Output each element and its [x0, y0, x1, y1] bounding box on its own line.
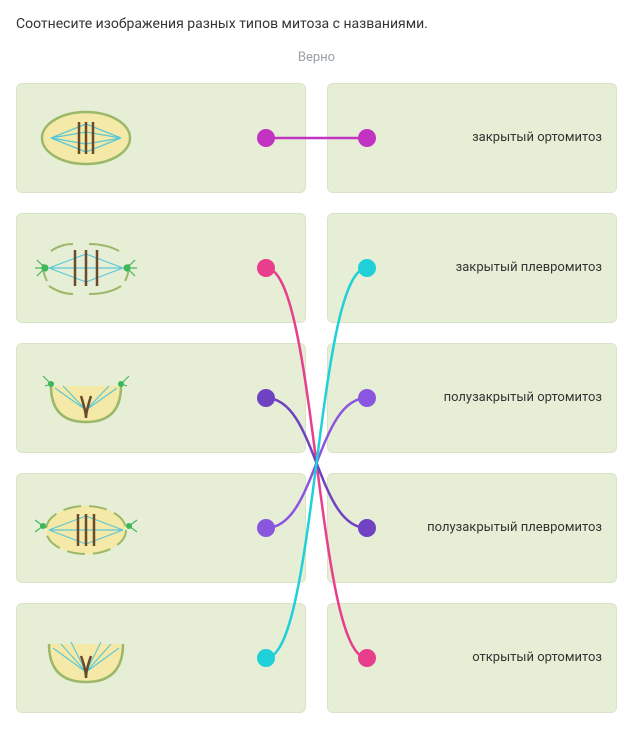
label-card-0[interactable]: закрытый ортомитоз	[327, 83, 617, 193]
cell-illustration	[31, 96, 141, 181]
label-card-3[interactable]: полузакрытый плевромитоз	[327, 473, 617, 583]
cell-illustration	[31, 486, 141, 571]
cell-illustration	[31, 226, 141, 311]
mitosis-type-label: закрытый ортомитоз	[472, 130, 602, 147]
question-prompt: Соотнесите изображения разных типов мито…	[16, 16, 617, 32]
mitosis-type-label: открытый ортомитоз	[472, 650, 602, 667]
result-status: Верно	[16, 50, 617, 65]
mitosis-img-1[interactable]	[16, 83, 306, 193]
connection-line	[266, 268, 367, 658]
mitosis-img-2[interactable]	[16, 213, 306, 323]
cell-illustration	[31, 616, 141, 701]
label-card-2[interactable]: полузакрытый ортомитоз	[327, 343, 617, 453]
mitosis-type-label: закрытый плевромитоз	[456, 260, 602, 277]
mitosis-type-label: полузакрытый ортомитоз	[444, 390, 602, 407]
connection-line	[266, 268, 367, 658]
label-card-1[interactable]: закрытый плевромитоз	[327, 213, 617, 323]
matching-board: закрытый ортомитоз закрытый плевромитоз	[16, 83, 617, 733]
mitosis-img-3[interactable]	[16, 343, 306, 453]
cell-illustration	[31, 356, 141, 441]
mitosis-type-label: полузакрытый плевромитоз	[427, 520, 602, 537]
mitosis-img-4[interactable]	[16, 473, 306, 583]
label-card-4[interactable]: открытый ортомитоз	[327, 603, 617, 713]
mitosis-img-5[interactable]	[16, 603, 306, 713]
